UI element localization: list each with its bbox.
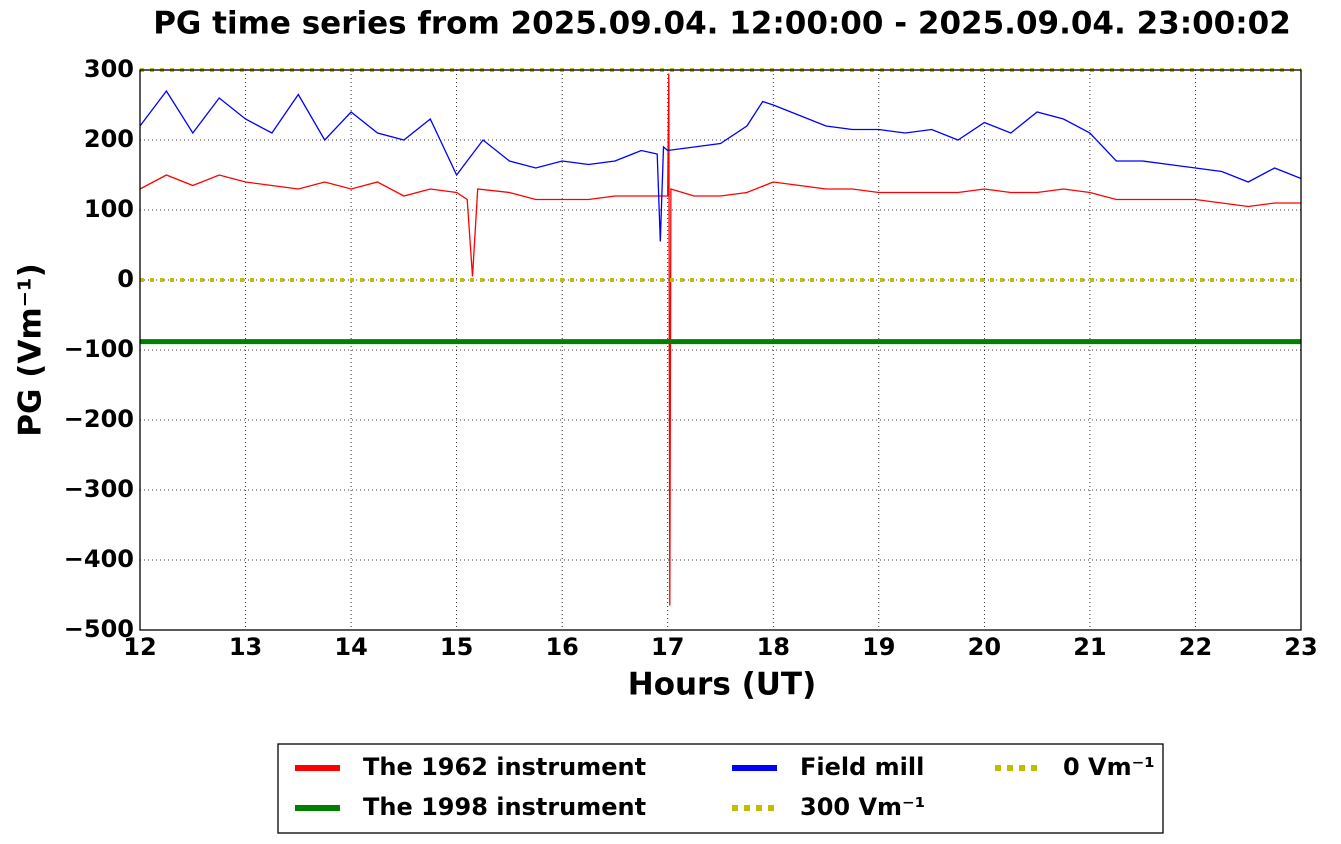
chart-title: PG time series from 2025.09.04. 12:00:00… (153, 6, 1291, 42)
x-tick-label: 19 (862, 633, 895, 661)
x-tick-label: 20 (968, 633, 1001, 661)
y-tick-label: 200 (84, 125, 134, 153)
legend-label: 300 Vm⁻¹ (800, 793, 925, 821)
series-line (139, 89, 1302, 242)
y-tick-label: −100 (64, 335, 134, 363)
x-tick-label: 13 (229, 633, 262, 661)
legend-label: The 1962 instrument (363, 753, 646, 781)
x-tick-label: 22 (1179, 633, 1212, 661)
legend-label: 0 Vm⁻¹ (1063, 753, 1155, 781)
series-line (139, 73, 1301, 606)
legend-label: Field mill (800, 753, 924, 781)
y-tick-label: −500 (64, 615, 134, 643)
y-axis-label: PG (Vm⁻¹) (13, 263, 49, 437)
plot-frame (139, 69, 1302, 631)
x-tick-label: 12 (123, 633, 156, 661)
y-tick-label: 0 (117, 265, 134, 293)
y-tick-label: 100 (84, 195, 134, 223)
y-tick-label: −200 (64, 405, 134, 433)
x-tick-label: 23 (1284, 633, 1317, 661)
x-axis-label: Hours (UT) (628, 667, 817, 703)
y-tick-label: −300 (64, 475, 134, 503)
y-tick-label: 300 (84, 55, 134, 83)
x-tick-label: 17 (651, 633, 684, 661)
y-tick-label: −400 (64, 545, 134, 573)
x-tick-label: 16 (545, 633, 578, 661)
x-tick-label: 14 (334, 633, 367, 661)
x-tick-label: 15 (440, 633, 473, 661)
legend-box (277, 743, 1164, 834)
x-tick-label: 21 (1073, 633, 1106, 661)
x-tick-label: 18 (757, 633, 790, 661)
legend-label: The 1998 instrument (363, 793, 646, 821)
